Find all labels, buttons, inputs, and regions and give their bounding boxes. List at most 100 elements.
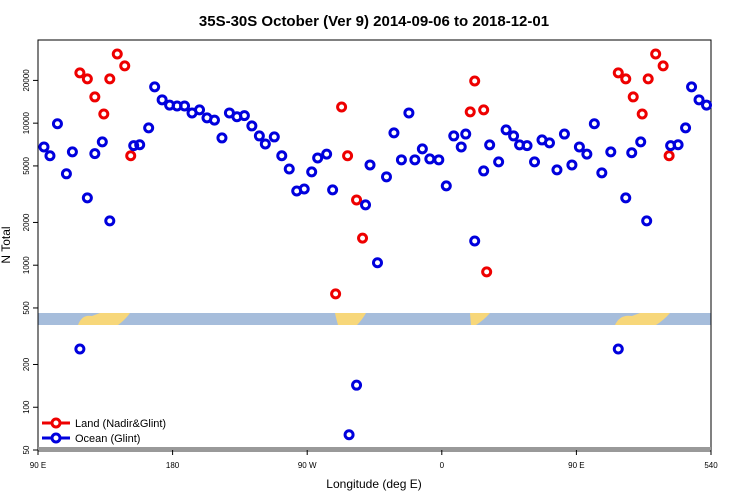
point bbox=[529, 156, 541, 168]
point bbox=[588, 118, 600, 130]
legend-label: Ocean (Glint) bbox=[75, 433, 140, 445]
point bbox=[650, 48, 662, 60]
point bbox=[416, 143, 428, 155]
point bbox=[194, 104, 206, 116]
point bbox=[357, 232, 369, 244]
point bbox=[111, 48, 123, 60]
plot-frame bbox=[37, 39, 712, 451]
point bbox=[464, 106, 476, 118]
x-tick-label: 90 W bbox=[298, 461, 317, 470]
y-tick-label: 2000 bbox=[22, 213, 31, 231]
point bbox=[104, 73, 116, 85]
point bbox=[179, 100, 191, 112]
point bbox=[551, 164, 563, 176]
point bbox=[364, 159, 376, 171]
point bbox=[259, 138, 271, 150]
point bbox=[44, 150, 56, 162]
point bbox=[686, 81, 698, 93]
point bbox=[680, 122, 692, 134]
y-tick-label: 10000 bbox=[22, 111, 31, 134]
legend-label: Land (Nadir&Glint) bbox=[75, 418, 166, 430]
point bbox=[395, 154, 407, 166]
point bbox=[612, 343, 624, 355]
point bbox=[60, 168, 72, 180]
point bbox=[433, 154, 445, 166]
point bbox=[98, 108, 110, 120]
point bbox=[134, 139, 146, 151]
point bbox=[581, 148, 593, 160]
point bbox=[342, 150, 354, 162]
point bbox=[409, 154, 421, 166]
point bbox=[143, 122, 155, 134]
point bbox=[455, 141, 467, 153]
y-tick-label: 1000 bbox=[22, 256, 31, 274]
x-tick-label: 0 bbox=[440, 461, 445, 470]
point bbox=[128, 140, 140, 152]
point bbox=[493, 156, 505, 168]
point bbox=[566, 159, 578, 171]
point bbox=[216, 132, 228, 144]
point bbox=[636, 108, 648, 120]
point bbox=[663, 150, 675, 162]
point bbox=[81, 73, 93, 85]
y-tick-label: 5000 bbox=[22, 156, 31, 174]
point bbox=[693, 94, 705, 106]
point bbox=[701, 99, 713, 111]
point bbox=[558, 128, 570, 140]
point bbox=[208, 114, 220, 126]
point bbox=[125, 150, 137, 162]
point bbox=[360, 199, 372, 211]
point bbox=[605, 146, 617, 158]
y-tick-label: 200 bbox=[22, 357, 31, 371]
point bbox=[672, 139, 684, 151]
point bbox=[500, 124, 512, 136]
point bbox=[380, 171, 392, 183]
x-tick-label: 90 E bbox=[568, 461, 584, 470]
point bbox=[620, 192, 632, 204]
point bbox=[627, 91, 639, 103]
point bbox=[156, 94, 168, 106]
point bbox=[478, 165, 490, 177]
point bbox=[440, 180, 452, 192]
x-tick-label: 180 bbox=[166, 461, 180, 470]
point bbox=[283, 163, 295, 175]
point bbox=[298, 183, 310, 195]
y-axis-label: N Total bbox=[0, 226, 13, 263]
point bbox=[51, 118, 63, 130]
point bbox=[612, 67, 624, 79]
point bbox=[448, 130, 460, 142]
point bbox=[351, 194, 363, 206]
chart-title: 35S-30S October (Ver 9) 2014-09-06 to 20… bbox=[199, 13, 549, 30]
point bbox=[508, 130, 520, 142]
point bbox=[253, 130, 265, 142]
point bbox=[238, 110, 250, 122]
x-tick-label: 540 bbox=[704, 461, 718, 470]
point bbox=[149, 81, 161, 93]
point bbox=[469, 235, 481, 247]
point bbox=[327, 184, 339, 196]
point bbox=[74, 67, 86, 79]
point bbox=[351, 379, 363, 391]
y-tick-label: 50 bbox=[22, 445, 31, 454]
y-tick-label: 500 bbox=[22, 301, 31, 315]
x-axis-label: Longitude (deg E) bbox=[326, 477, 421, 491]
point bbox=[484, 139, 496, 151]
point bbox=[478, 104, 490, 116]
map-strip bbox=[38, 313, 711, 325]
point bbox=[371, 257, 383, 269]
point bbox=[89, 148, 101, 160]
legend-marker bbox=[50, 417, 62, 429]
y-tick-label: 100 bbox=[22, 400, 31, 414]
point bbox=[330, 288, 342, 300]
point bbox=[276, 150, 288, 162]
point bbox=[626, 147, 638, 159]
point bbox=[119, 60, 131, 72]
point bbox=[246, 120, 258, 132]
point bbox=[573, 141, 585, 153]
point bbox=[642, 73, 654, 85]
y-tick-label: 20000 bbox=[22, 69, 31, 92]
point bbox=[268, 131, 280, 143]
point bbox=[641, 215, 653, 227]
point bbox=[543, 137, 555, 149]
point bbox=[89, 91, 101, 103]
